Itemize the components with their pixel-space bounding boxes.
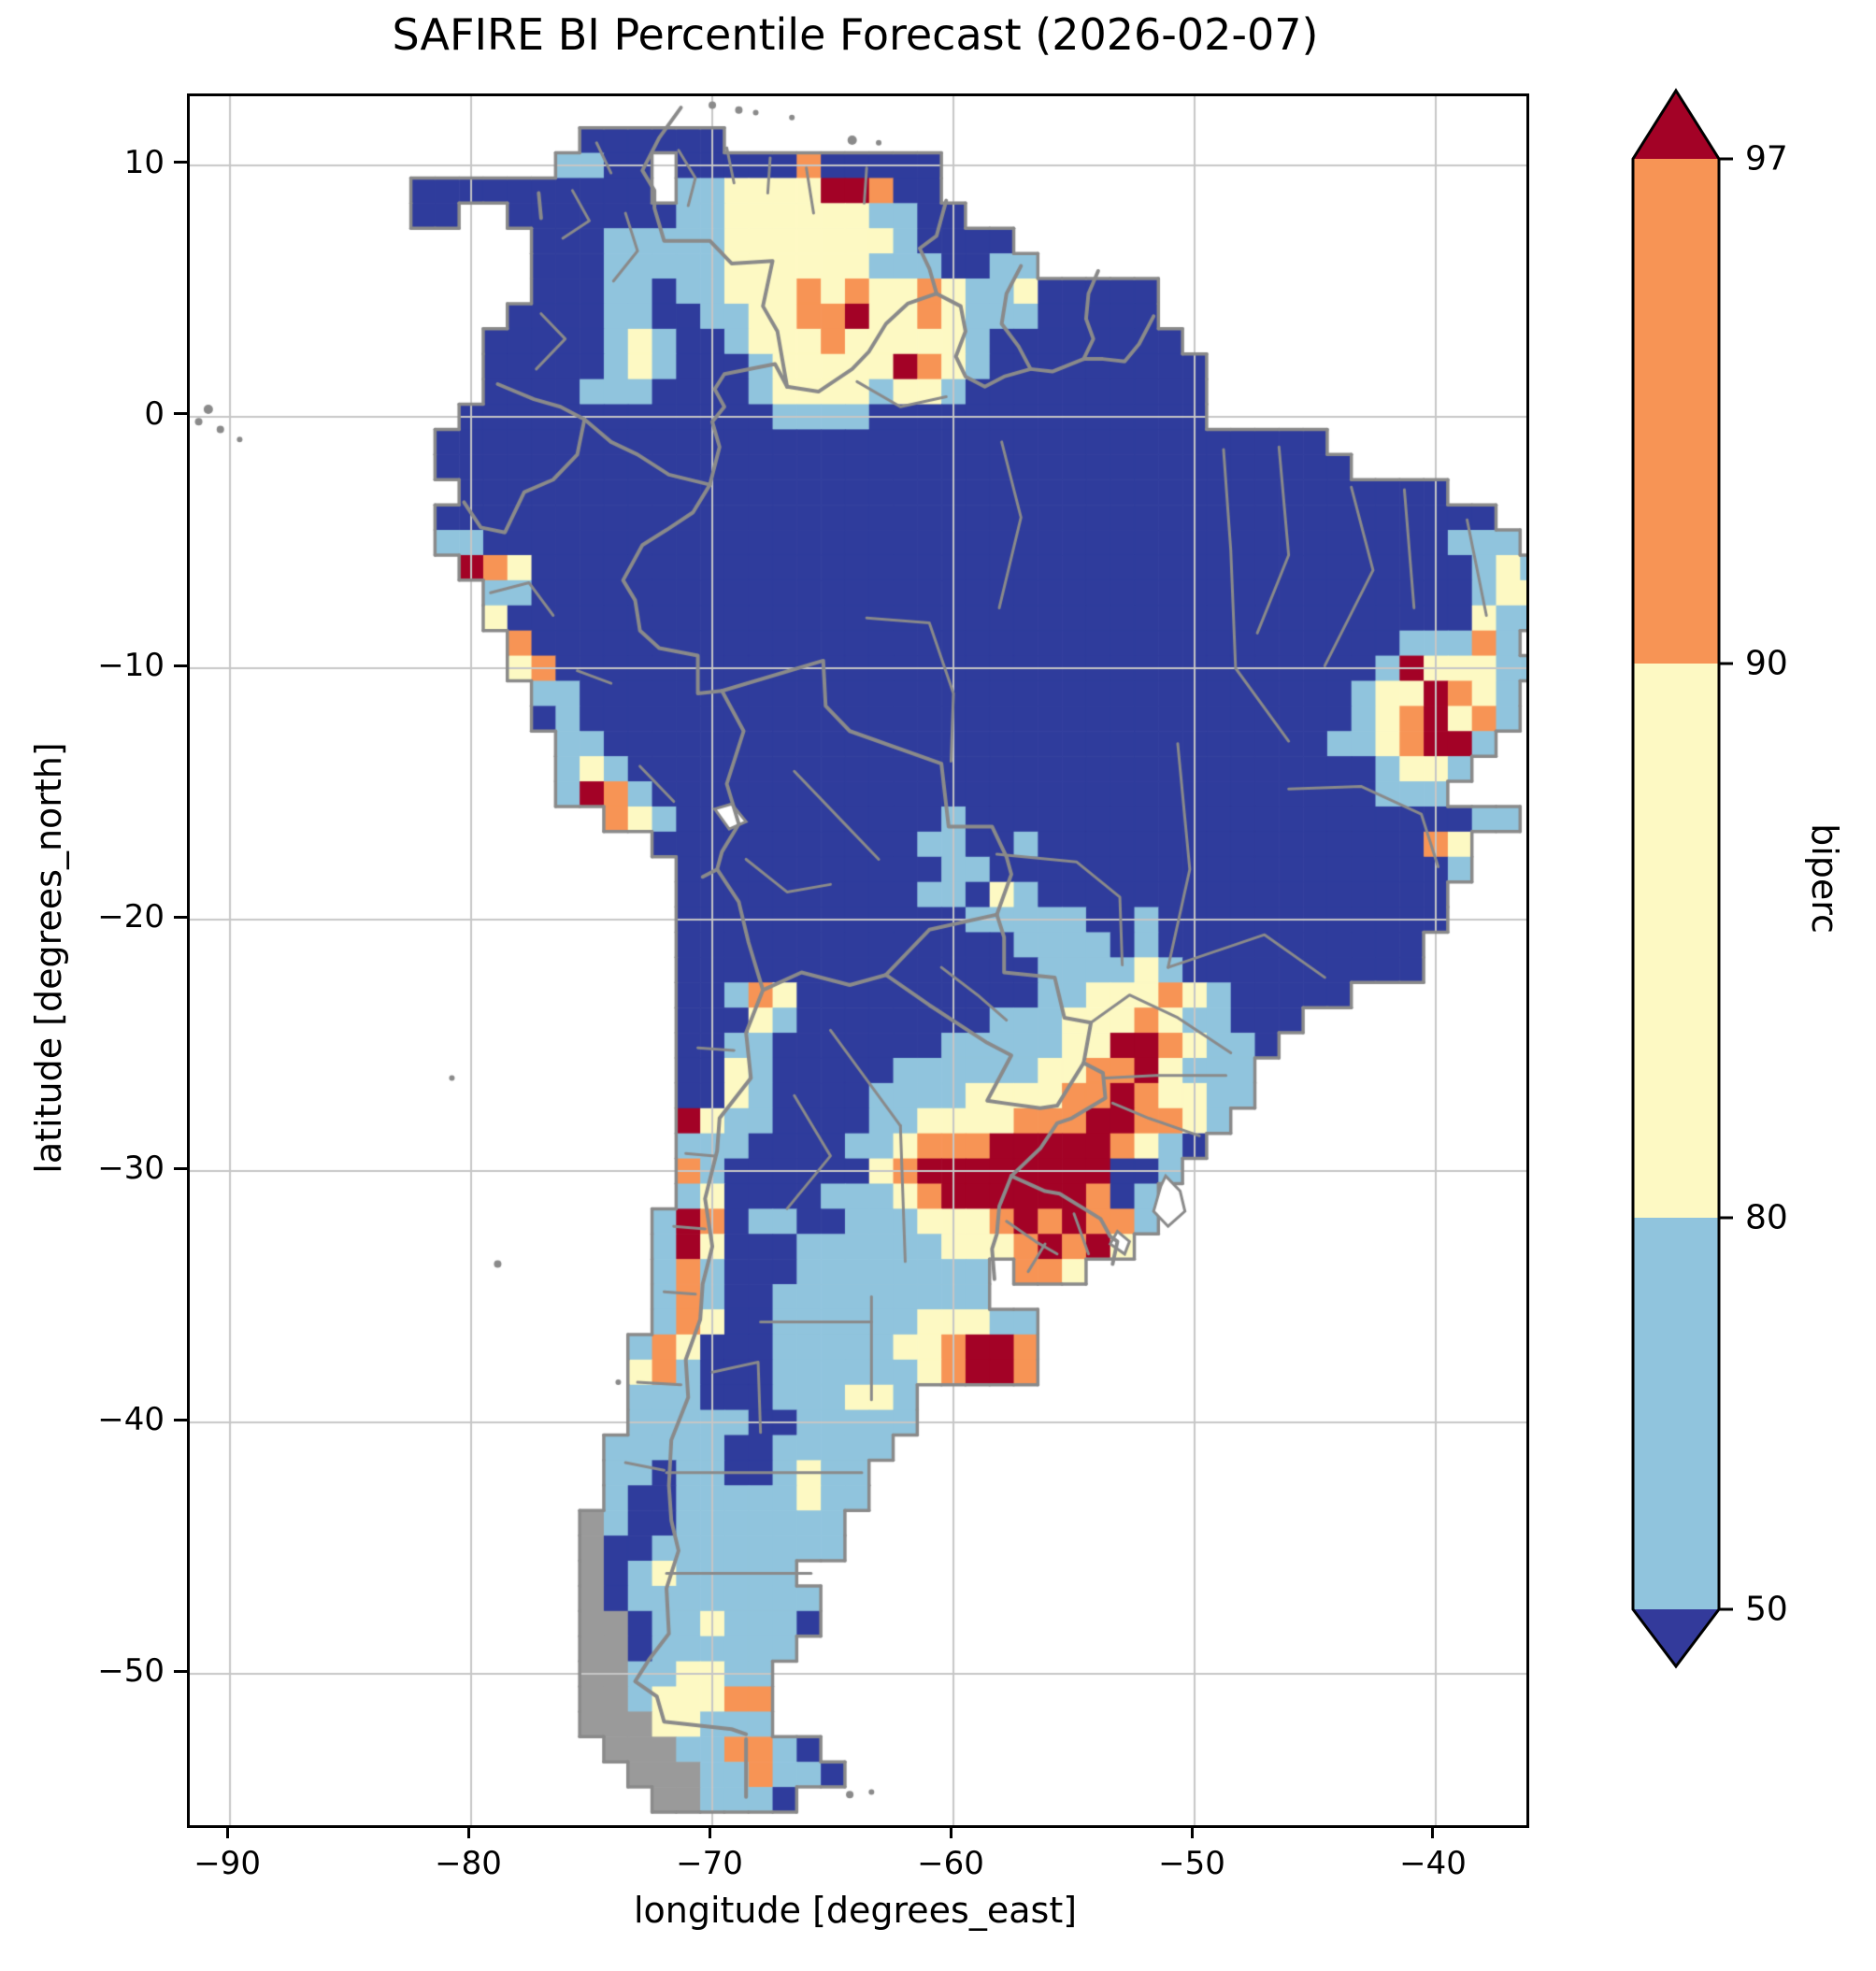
page-title: SAFIRE BI Percentile Forecast (2026-02-0… [392, 9, 1319, 60]
colorbar-extend-top [1633, 91, 1719, 159]
colorbar-tick-label: 90 [1745, 645, 1788, 683]
y-tick-mark [174, 161, 187, 164]
y-tick-label: 10 [123, 143, 165, 181]
y-tick-label: −40 [97, 1401, 165, 1439]
colorbar-tick-label: 97 [1745, 140, 1788, 179]
colorbar-tick-label: 80 [1745, 1199, 1788, 1237]
colorbar-segment [1633, 664, 1719, 1218]
y-tick-mark [174, 664, 187, 667]
y-tick-mark [174, 412, 187, 416]
x-tick-mark [708, 1825, 711, 1838]
x-tick-label: −90 [193, 1845, 261, 1882]
y-tick-mark [174, 1418, 187, 1421]
y-tick-label: −20 [97, 898, 165, 936]
x-tick-mark [225, 1825, 229, 1838]
x-tick-label: −50 [1158, 1845, 1225, 1882]
x-tick-mark [1431, 1825, 1435, 1838]
map-canvas [190, 96, 1526, 1825]
colorbar-extend-bottom [1633, 1609, 1719, 1666]
colorbar: 97 90 80 50 [1631, 88, 1788, 1669]
x-tick-mark [1190, 1825, 1194, 1838]
x-tick-label: −40 [1399, 1845, 1467, 1882]
y-tick-mark [174, 915, 187, 919]
y-tick-mark [174, 1669, 187, 1673]
y-tick-label: −30 [97, 1150, 165, 1188]
colorbar-segment [1633, 1218, 1719, 1609]
x-tick-label: −60 [917, 1845, 984, 1882]
colorbar-label: biperc [1804, 823, 1845, 934]
x-axis-label: longitude [degrees_east] [633, 1890, 1078, 1931]
x-tick-label: −80 [435, 1845, 502, 1882]
y-axis-label: latitude [degrees_north] [28, 742, 69, 1174]
y-tick-label: −10 [97, 647, 165, 684]
y-tick-mark [174, 1166, 187, 1170]
y-tick-label: 0 [144, 394, 165, 433]
x-tick-mark [949, 1825, 952, 1838]
y-tick-label: −50 [97, 1652, 165, 1691]
x-tick-label: −70 [676, 1845, 743, 1882]
colorbar-segment [1633, 159, 1719, 664]
colorbar-tick-label: 50 [1745, 1591, 1788, 1629]
map-plot [187, 93, 1529, 1828]
x-tick-mark [466, 1825, 470, 1838]
